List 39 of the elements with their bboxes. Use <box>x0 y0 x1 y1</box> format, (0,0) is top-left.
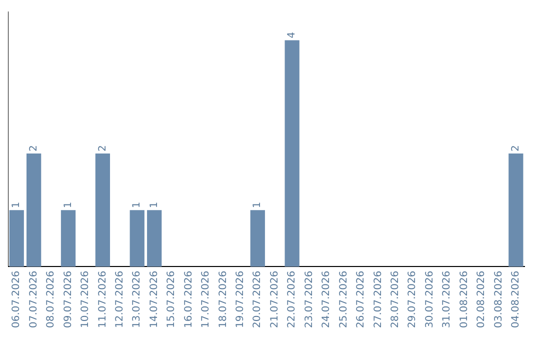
x-tick-label: 19.07.2026 <box>235 270 246 328</box>
x-tick-label: 24.07.2026 <box>321 270 332 328</box>
x-tick-label: 15.07.2026 <box>166 270 178 328</box>
x-tick-label: 26.07.2026 <box>356 270 367 328</box>
x-tick-label: 31.07.2026 <box>442 270 453 328</box>
x-tick-label: 04.08.2026 <box>510 270 522 328</box>
x-tick-label: 27.07.2026 <box>372 270 384 328</box>
x-tick-label: 23.07.2026 <box>304 270 315 328</box>
data-label: 2 <box>97 145 108 152</box>
x-tick-label: 09.07.2026 <box>62 270 74 328</box>
x-tick-label: 06.07.2026 <box>11 270 22 328</box>
x-tick-label: 03.08.2026 <box>493 270 504 328</box>
data-label: 1 <box>252 202 264 208</box>
x-tick-label: 14.07.2026 <box>148 270 160 328</box>
x-tick-label: 10.07.2026 <box>80 270 92 328</box>
x-tick-label: 21.07.2026 <box>269 270 280 328</box>
x-tick-label: 30.07.2026 <box>424 270 436 328</box>
x-tick-label: 11.07.2026 <box>97 270 108 328</box>
x-tick-label: 02.08.2026 <box>476 270 488 328</box>
x-tick-label: 17.07.2026 <box>200 270 212 328</box>
x-tick-label: 25.07.2026 <box>338 270 350 328</box>
x-tick-label: 29.07.2026 <box>407 270 418 328</box>
x-tick-label: 20.07.2026 <box>252 270 264 328</box>
data-label: 2 <box>510 145 522 152</box>
x-tick-label: 13.07.2026 <box>132 270 143 328</box>
data-label: 1 <box>148 202 160 208</box>
data-label: 2 <box>28 145 40 152</box>
data-label: 1 <box>11 202 22 208</box>
x-tick-label: 01.08.2026 <box>458 270 470 328</box>
x-tick-label: 28.07.2026 <box>390 270 401 328</box>
x-tick-label: 08.07.2026 <box>46 270 57 328</box>
data-label: 1 <box>62 202 74 208</box>
x-tick-label: 22.07.2026 <box>286 270 298 328</box>
x-tick-label: 16.07.2026 <box>183 270 194 328</box>
x-tick-label: 12.07.2026 <box>114 270 126 328</box>
x-tick-label: 07.07.2026 <box>28 270 40 328</box>
data-label: 1 <box>132 202 143 208</box>
data-label: 4 <box>286 32 298 38</box>
x-tick-label: 18.07.2026 <box>218 270 229 328</box>
